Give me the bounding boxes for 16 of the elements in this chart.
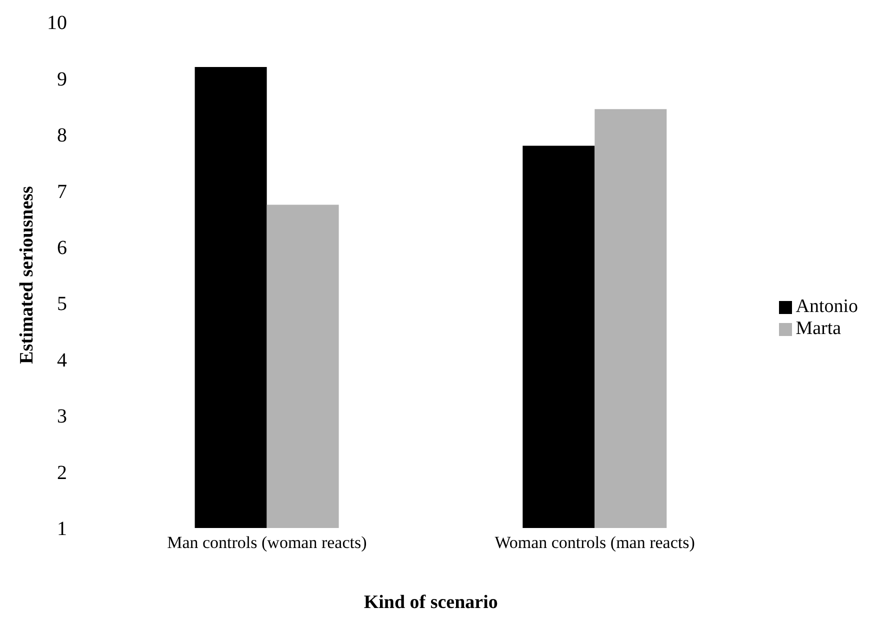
y-tick-label: 5: [57, 293, 67, 316]
legend-label: Antonio: [796, 296, 858, 317]
legend-label: Marta: [796, 318, 842, 339]
x-tick-label: Man controls (woman reacts): [167, 533, 367, 552]
y-axis-title: Estimated seriousness: [16, 186, 38, 364]
y-tick-label: 6: [57, 236, 67, 259]
y-tick-label: 9: [57, 68, 67, 90]
x-tick-label: Woman controls (man reacts): [494, 533, 695, 552]
y-tick-label: 7: [57, 180, 67, 203]
x-axis-title: Kind of scenario: [364, 592, 498, 613]
y-tick-label: 8: [57, 124, 67, 147]
y-tick-label: 3: [57, 406, 67, 428]
y-tick-label: 1: [57, 518, 67, 540]
y-tick-label: 2: [57, 462, 67, 484]
y-tick-label: 4: [57, 349, 67, 372]
y-tick-label: 10: [47, 12, 67, 34]
